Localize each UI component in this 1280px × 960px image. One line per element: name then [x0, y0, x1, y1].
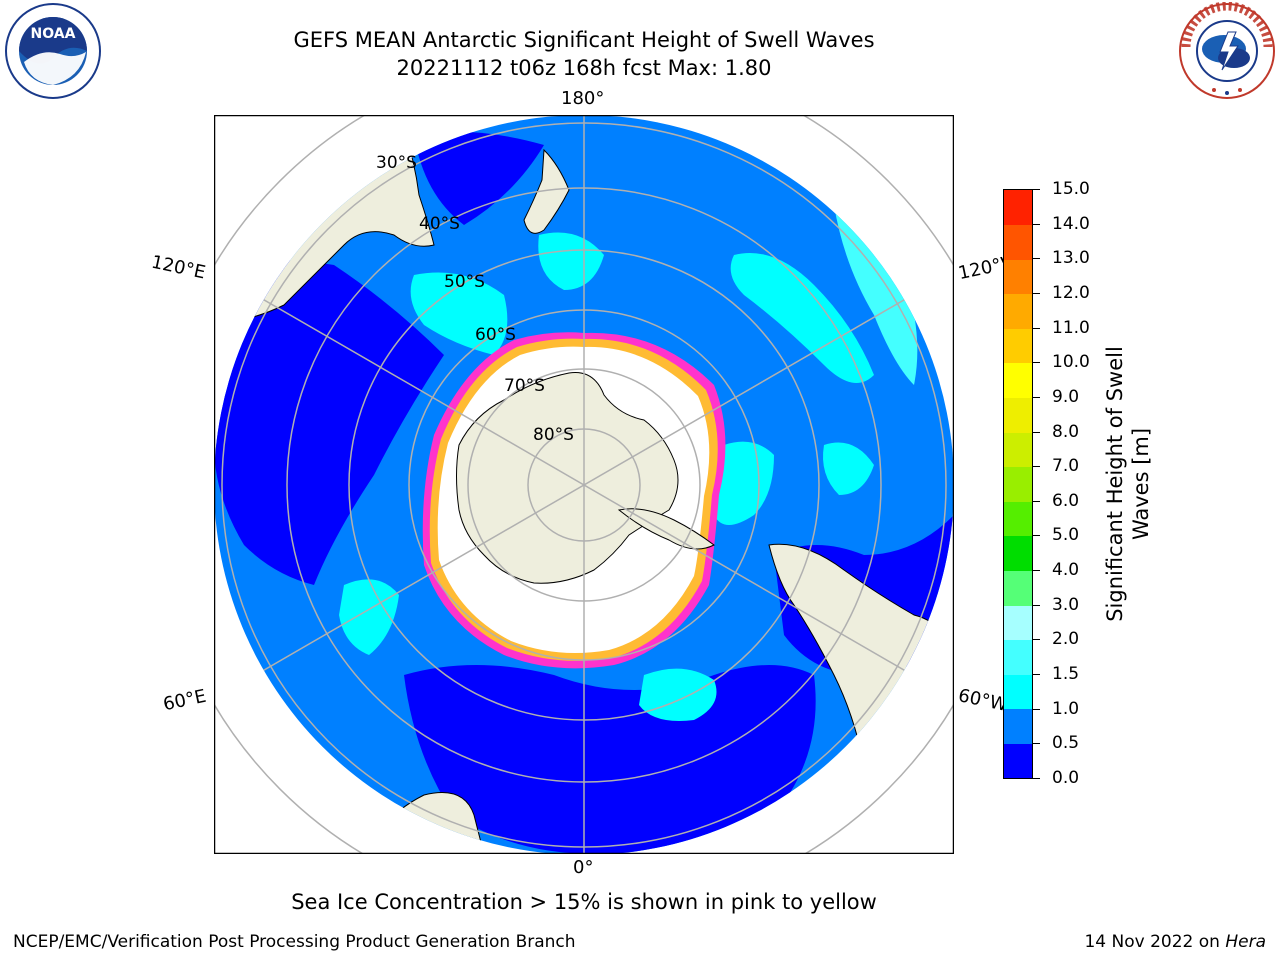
antarctica — [456, 371, 679, 584]
colorbar-segment — [1004, 501, 1032, 537]
map-title: GEFS MEAN Antarctic Significant Height o… — [214, 26, 954, 82]
colorbar-segment — [1004, 570, 1032, 606]
lat-label-30s: 30°S — [376, 153, 417, 173]
colorbar-tick-label: 11.0 — [1052, 317, 1090, 338]
colorbar-tick — [1033, 674, 1040, 676]
colorbar-segment — [1004, 535, 1032, 571]
swell-patch-3 — [639, 668, 717, 721]
noaa-logo-text: NOAA — [31, 26, 76, 42]
colorbar-tick — [1033, 258, 1040, 260]
footer-branch: NCEP/EMC/Verification Post Processing Pr… — [13, 932, 576, 952]
graticule — [214, 115, 954, 854]
colorbar-tick — [1033, 431, 1040, 433]
colorbar-tick — [1033, 743, 1040, 745]
lon-label-60e: 60°E — [161, 685, 208, 716]
colorbar-tick — [1033, 189, 1040, 190]
colorbar-tick-label: 0.0 — [1052, 768, 1080, 788]
colorbar-tick-label: 4.0 — [1052, 560, 1080, 581]
colorbar-tick — [1033, 708, 1040, 710]
colorbar-tick — [1033, 327, 1040, 329]
colorbar-tick-label: 1.0 — [1052, 698, 1080, 719]
title-line-1: GEFS MEAN Antarctic Significant Height o… — [293, 28, 875, 52]
colorbar-segment — [1004, 224, 1032, 260]
colorbar-segment — [1004, 432, 1032, 468]
colorbar-tick-label: 9.0 — [1052, 386, 1080, 407]
colorbar-tick-label: 5.0 — [1052, 525, 1080, 546]
polar-map-svg: 30°S 40°S 50°S 60°S 70°S 80°S — [213, 114, 955, 855]
sea-ice-note: Sea Ice Concentration > 15% is shown in … — [291, 890, 877, 914]
nws-logo — [1176, 1, 1278, 100]
colorbar-tick — [1033, 604, 1040, 606]
swell-patch-2 — [730, 253, 874, 383]
lat-label-50s: 50°S — [444, 272, 485, 292]
lon-label-0: 0° — [573, 857, 594, 878]
lat-label-80s: 80°S — [533, 425, 574, 445]
colorbar-tick-label: 7.0 — [1052, 456, 1080, 477]
colorbar-segment — [1004, 466, 1032, 502]
colorbar-segment — [1004, 190, 1032, 226]
colorbar-tick-label: 3.0 — [1052, 594, 1080, 615]
colorbar-tick-label: 1.5 — [1052, 664, 1080, 685]
colorbar-segment — [1004, 708, 1032, 744]
colorbar-tick-label: 0.5 — [1052, 733, 1080, 754]
swell-patch-1 — [410, 272, 508, 355]
colorbar-title: Significant Height of Swell Waves [m] — [1102, 346, 1154, 622]
colorbar-tick — [1033, 396, 1040, 398]
colorbar-tick-label: 12.0 — [1052, 282, 1090, 303]
colorbar-segment — [1004, 639, 1032, 675]
colorbar-segment — [1004, 259, 1032, 295]
colorbar-segment — [1004, 674, 1032, 710]
noaa-logo: NOAA — [2, 2, 104, 100]
map-frame — [213, 114, 955, 855]
colorbar-tick-label: 2.0 — [1052, 629, 1080, 650]
lon-label-120e: 120°E — [149, 251, 208, 284]
colorbar-segment — [1004, 743, 1032, 779]
low-swell-region-south — [404, 665, 816, 854]
polar-map: 30°S 40°S 50°S 60°S 70°S 80°S — [213, 114, 955, 855]
footer-date: 14 Nov 2022 on Hera — [1084, 932, 1266, 952]
new-zealand — [523, 148, 570, 234]
colorbar-title-line-1: Significant Height of Swell — [1103, 346, 1127, 622]
colorbar-segment — [1004, 605, 1032, 641]
lat-label-70s: 70°S — [504, 376, 545, 396]
colorbar-tick-label: 8.0 — [1052, 421, 1080, 442]
low-swell-region-west — [214, 260, 444, 585]
colorbar-title-line-2: Waves [m] — [1129, 427, 1153, 541]
lon-label-60w: 60°W — [956, 685, 1010, 716]
lon-label-180: 180° — [561, 88, 605, 109]
colorbar-tick-label: 14.0 — [1052, 213, 1090, 234]
colorbar-tick — [1033, 292, 1040, 294]
colorbar-tick — [1033, 223, 1040, 225]
colorbar-segment — [1004, 293, 1032, 329]
lat-label-40s: 40°S — [419, 214, 460, 234]
colorbar-tick — [1033, 639, 1040, 641]
colorbar-tick-label: 10.0 — [1052, 352, 1090, 373]
colorbar-segment — [1004, 328, 1032, 364]
lat-label-60s: 60°S — [475, 325, 516, 345]
title-line-2: 20221112 t06z 168h fcst Max: 1.80 — [396, 56, 772, 80]
colorbar-tick — [1033, 466, 1040, 468]
footer-host: Hera — [1225, 932, 1266, 952]
footer-date-text: 14 Nov 2022 on — [1084, 932, 1226, 952]
colorbar-tick — [1033, 570, 1040, 572]
colorbar-tick — [1033, 535, 1040, 537]
colorbar-tick-label: 13.0 — [1052, 248, 1090, 269]
colorbar-segment — [1004, 362, 1032, 399]
colorbar — [1003, 189, 1033, 779]
colorbar-tick — [1033, 500, 1040, 502]
colorbar-tick — [1033, 778, 1040, 779]
colorbar-tick-label: 6.0 — [1052, 490, 1080, 511]
colorbar-segment — [1004, 397, 1032, 433]
colorbar-tick — [1033, 362, 1040, 364]
colorbar-tick-label: 15.0 — [1052, 179, 1090, 199]
